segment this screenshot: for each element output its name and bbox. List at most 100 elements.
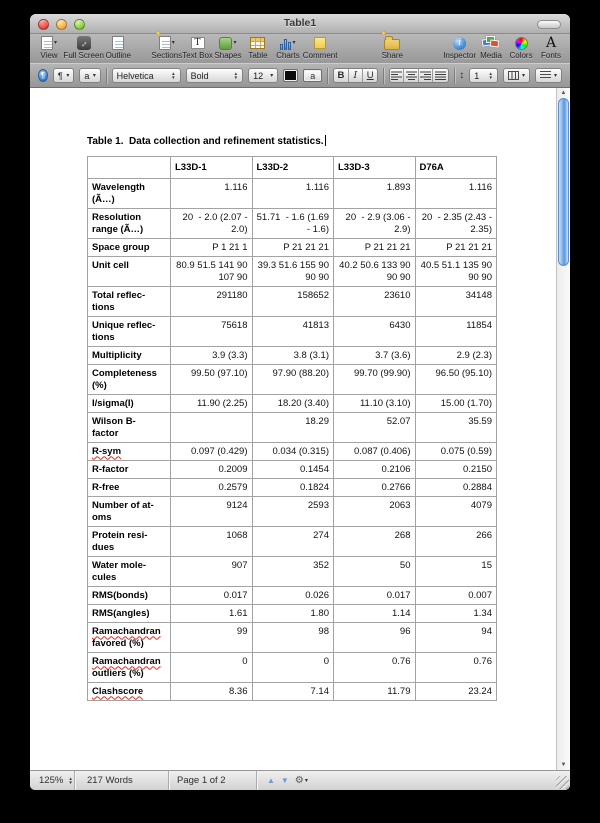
value-cell[interactable]: 1.116: [414, 178, 497, 209]
value-cell[interactable]: 1.893: [333, 178, 416, 209]
value-cell[interactable]: 907: [170, 556, 253, 587]
value-cell[interactable]: 0.2150: [414, 460, 497, 479]
value-cell[interactable]: 2.9 (2.3): [414, 346, 497, 365]
row-label-cell[interactable]: R-factor: [87, 460, 171, 479]
value-cell[interactable]: 15.00 (1.70): [414, 394, 497, 413]
value-cell[interactable]: 0.017: [333, 586, 416, 605]
value-cell[interactable]: [170, 412, 253, 443]
value-cell[interactable]: 40.5 51.1 135 90 90 90: [414, 256, 497, 287]
column-header[interactable]: D76A: [414, 156, 497, 179]
toolbar-button-share[interactable]: ✦ Share: [380, 29, 403, 60]
value-cell[interactable]: 1.34: [414, 604, 497, 623]
bold-button[interactable]: B: [334, 69, 349, 82]
value-cell[interactable]: 9124: [170, 496, 253, 527]
value-cell[interactable]: 1068: [170, 526, 253, 557]
value-cell[interactable]: 0.007: [414, 586, 497, 605]
value-cell[interactable]: 15: [414, 556, 497, 587]
toolbar-button-inspector[interactable]: i Inspector: [443, 36, 477, 60]
toolbar-button-outline[interactable]: Outline: [105, 35, 131, 60]
value-cell[interactable]: 40.2 50.6 133 90 90 90: [333, 256, 416, 287]
value-cell[interactable]: 18.20 (3.40): [251, 394, 334, 413]
value-cell[interactable]: 50: [333, 556, 416, 587]
value-cell[interactable]: 51.71 - 1.6 (1.69 - 1.6): [251, 208, 334, 239]
line-spacing-dropdown[interactable]: 1 ▲ ▼: [469, 68, 498, 83]
value-cell[interactable]: 96: [333, 622, 416, 653]
value-cell[interactable]: 52.07: [333, 412, 416, 443]
page-actions-menu[interactable]: ⚙ ▾: [295, 775, 308, 786]
value-cell[interactable]: 18.29: [251, 412, 334, 443]
row-label-cell[interactable]: Space group: [87, 238, 171, 257]
row-label-cell[interactable]: Unique reflec-tions: [87, 316, 171, 347]
value-cell[interactable]: 11.79: [333, 682, 416, 701]
row-label-cell[interactable]: Clashscore: [87, 682, 171, 701]
value-cell[interactable]: 3.7 (3.6): [333, 346, 416, 365]
toolbar-button-table[interactable]: Table: [245, 35, 271, 60]
next-page-button[interactable]: ▼: [280, 776, 289, 785]
value-cell[interactable]: 266: [414, 526, 497, 557]
row-label-cell[interactable]: Wavelength (Ã…): [87, 178, 171, 209]
value-cell[interactable]: 11.10 (3.10): [333, 394, 416, 413]
value-cell[interactable]: 20 - 2.9 (3.06 - 2.9): [333, 208, 416, 239]
value-cell[interactable]: 99.70 (99.90): [333, 364, 416, 395]
toolbar-button-media[interactable]: Media: [478, 35, 504, 60]
toolbar-button-colors[interactable]: Colors: [508, 35, 534, 60]
value-cell[interactable]: 41813: [251, 316, 334, 347]
value-cell[interactable]: 23610: [333, 286, 416, 317]
value-cell[interactable]: 2063: [333, 496, 416, 527]
toolbar-button-fonts[interactable]: A Fonts: [541, 35, 562, 60]
value-cell[interactable]: 0.034 (0.315): [251, 442, 334, 461]
value-cell[interactable]: 274: [251, 526, 334, 557]
corner-cell[interactable]: [87, 156, 171, 179]
value-cell[interactable]: 291180: [170, 286, 253, 317]
row-label-cell[interactable]: RMS(bonds): [87, 586, 171, 605]
row-label-cell[interactable]: Ramachandran favored (%): [87, 622, 171, 653]
align-right-button[interactable]: [419, 69, 434, 82]
text-color-well[interactable]: [283, 69, 299, 82]
table-caption[interactable]: Table 1. Data collection and refinement …: [87, 135, 499, 147]
row-label-cell[interactable]: Multiplicity: [87, 346, 171, 365]
minimize-window-button[interactable]: [56, 19, 67, 30]
value-cell[interactable]: 268: [333, 526, 416, 557]
row-label-cell[interactable]: Number of at-oms: [87, 496, 171, 527]
value-cell[interactable]: P 21 21 21: [333, 238, 416, 257]
column-header[interactable]: L33D-2: [251, 156, 334, 179]
row-label-cell[interactable]: Completeness (%): [87, 364, 171, 395]
row-label-cell[interactable]: I/sigma(I): [87, 394, 171, 413]
value-cell[interactable]: 0.2579: [170, 478, 253, 497]
character-style-dropdown[interactable]: a ▾: [79, 68, 101, 83]
toolbar-button-view[interactable]: ▾ View: [36, 35, 62, 60]
value-cell[interactable]: P 1 21 1: [170, 238, 253, 257]
list-style-dropdown[interactable]: ▾: [534, 68, 562, 83]
row-label-cell[interactable]: Water mole-cules: [87, 556, 171, 587]
row-label-cell[interactable]: R-sym: [87, 442, 171, 461]
row-label-cell[interactable]: Total reflec-tions: [87, 286, 171, 317]
row-label-cell[interactable]: Protein resi-dues: [87, 526, 171, 557]
font-size-dropdown[interactable]: 12 ▾: [248, 68, 279, 83]
value-cell[interactable]: P 21 21 21: [251, 238, 334, 257]
column-header[interactable]: L33D-1: [170, 156, 253, 179]
background-color-well[interactable]: a: [303, 69, 323, 82]
value-cell[interactable]: 0.075 (0.59): [414, 442, 497, 461]
value-cell[interactable]: 2593: [251, 496, 334, 527]
row-label-cell[interactable]: Resolution range (Ã…): [87, 208, 171, 239]
value-cell[interactable]: 0.017: [170, 586, 253, 605]
align-center-button[interactable]: [404, 69, 419, 82]
value-cell[interactable]: 1.116: [170, 178, 253, 209]
value-cell[interactable]: 20 - 2.35 (2.43 - 2.35): [414, 208, 497, 239]
typeface-dropdown[interactable]: Bold ▲ ▼: [185, 68, 244, 83]
column-header[interactable]: L33D-3: [333, 156, 416, 179]
value-cell[interactable]: 0.2009: [170, 460, 253, 479]
value-cell[interactable]: 1.14: [333, 604, 416, 623]
value-cell[interactable]: 4079: [414, 496, 497, 527]
value-cell[interactable]: 34148: [414, 286, 497, 317]
value-cell[interactable]: 80.9 51.5 141 90 107 90: [170, 256, 253, 287]
toolbar-button-sections[interactable]: ✦ ▾ Sections: [151, 29, 183, 60]
zoom-window-button[interactable]: [74, 19, 85, 30]
italic-button[interactable]: I: [349, 69, 364, 82]
value-cell[interactable]: 96.50 (95.10): [414, 364, 497, 395]
value-cell[interactable]: P 21 21 21: [414, 238, 497, 257]
value-cell[interactable]: 35.59: [414, 412, 497, 443]
document-page[interactable]: Table 1. Data collection and refinement …: [87, 135, 499, 701]
value-cell[interactable]: 8.36: [170, 682, 253, 701]
value-cell[interactable]: 158652: [251, 286, 334, 317]
